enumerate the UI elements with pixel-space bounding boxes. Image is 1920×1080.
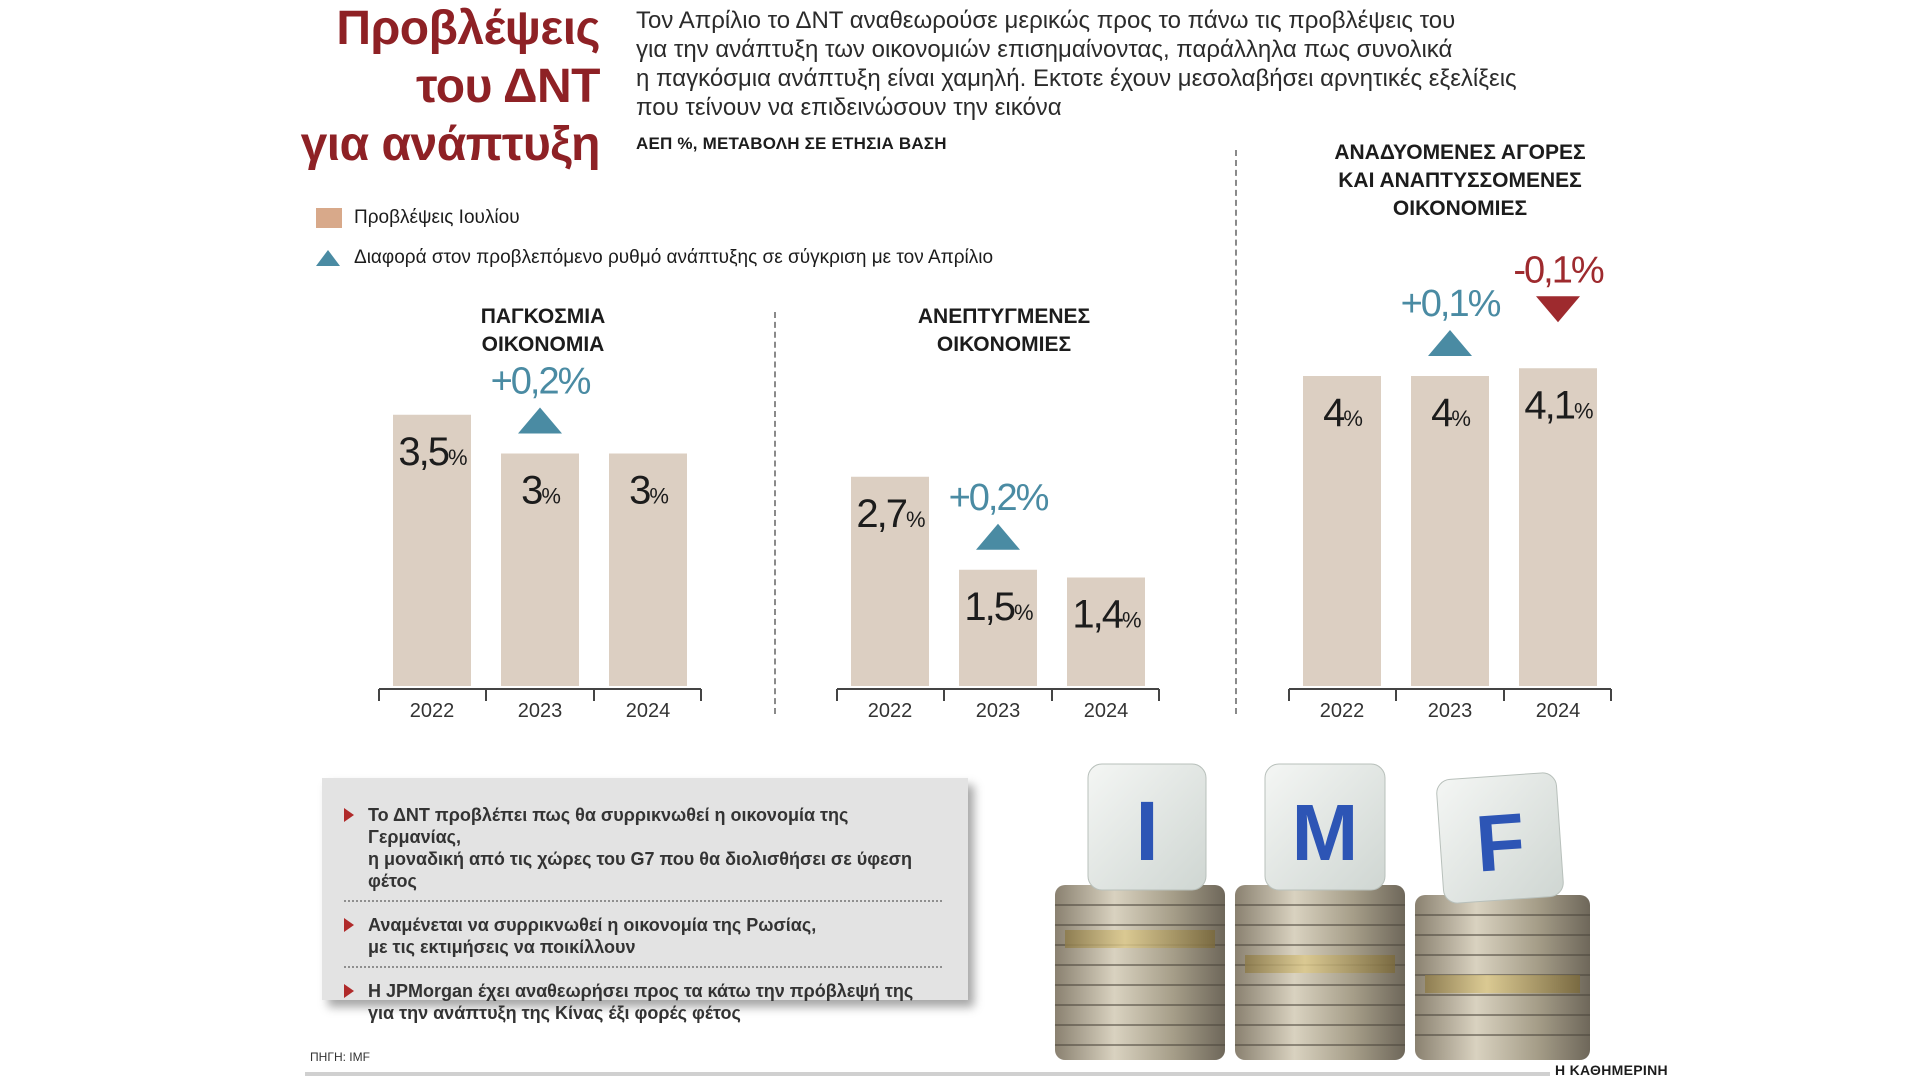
bar-value-unit: % — [1122, 608, 1141, 633]
legend-bar-swatch — [316, 208, 342, 228]
legend-arrow: Διαφορά στον προβλεπόμενο ρυθμό ανάπτυξη… — [316, 247, 993, 269]
bar-value-unit: % — [906, 507, 925, 532]
unit-label: ΑΕΠ %, ΜΕΤΑΒΟΛΗ ΣΕ ΕΤΗΣΙΑ ΒΑΣΗ — [636, 134, 947, 153]
panel-title-line: ΟΙΚΟΝΟΜΙΕΣ — [936, 333, 1072, 356]
x-tick-label: 2022 — [868, 700, 913, 722]
note-item: Αναμένεται να συρρικνωθεί η οικονομία τη… — [344, 900, 942, 966]
die-letter: F — [1473, 796, 1528, 888]
source-note: ΠΗΓΗ: IMF — [310, 1050, 370, 1064]
triangle-right-icon — [344, 918, 354, 932]
panel-divider — [774, 312, 776, 714]
panel-title-line: ΚΑΙ ΑΝΑΠΤΥΣΣΟΜΕΝΕΣ — [1338, 169, 1582, 192]
triangle-up-icon — [976, 523, 1020, 550]
triangle-up-icon — [1428, 330, 1472, 356]
x-tick-label: 2022 — [410, 700, 455, 722]
x-tick-label: 2024 — [1084, 700, 1129, 722]
panel-title-line: ΑΝΕΠΤΥΓΜΕΝΕΣ — [917, 305, 1091, 328]
x-tick-label: 2024 — [1536, 700, 1581, 722]
bar-value-unit: % — [448, 445, 467, 470]
bar-value-unit: % — [1014, 600, 1033, 625]
bar — [1519, 368, 1597, 686]
notes-box: Το ΔΝΤ προβλέπει πως θα συρρικνωθεί η οι… — [322, 778, 968, 1023]
legend-bars-label: Προβλέψεις Ιουλίου — [354, 207, 520, 228]
bar — [501, 453, 579, 686]
note-text: Η JPMorgan έχει αναθεωρήσει προς τα κάτω… — [368, 980, 913, 1024]
note-line: Το ΔΝΤ προβλέπει πως θα συρρικνωθεί η οι… — [368, 805, 849, 847]
x-tick-label: 2023 — [518, 700, 563, 722]
note-item: Το ΔΝΤ προβλέπει πως θα συρρικνωθεί η οι… — [344, 798, 942, 900]
note-line: για την ανάπτυξη της Κίνας έξι φορές φέτ… — [368, 1003, 741, 1023]
x-tick-label: 2023 — [1428, 700, 1473, 722]
title-line-1: Προβλέψεις — [336, 2, 600, 55]
bar-value-unit: % — [649, 484, 668, 509]
triangle-up-icon — [316, 250, 340, 266]
intro-text: Τον Απρίλιο το ΔΝΤ αναθεωρούσε μερικώς π… — [636, 6, 1536, 122]
bar — [1303, 376, 1381, 686]
panel-title-emerging: ΑΝΑΔΥΟΜΕΝΕΣ ΑΓΟΡΕΣ ΚΑΙ ΑΝΑΠΤΥΣΣΟΜΕΝΕΣ ΟΙ… — [1290, 139, 1630, 223]
bar — [851, 476, 929, 686]
note-line: Αναμένεται να συρρικνωθεί η οικονομία τη… — [368, 915, 817, 935]
change-label: -0,1% — [1513, 249, 1603, 291]
triangle-up-icon — [518, 407, 562, 434]
intro-line-1: Τον Απρίλιο το ΔΝΤ αναθεωρούσε μερικώς π… — [636, 7, 1456, 34]
legend-arrow-label: Διαφορά στον προβλεπόμενο ρυθμό ανάπτυξη… — [354, 247, 994, 268]
triangle-down-icon — [1536, 296, 1580, 323]
panel-title-developed: ΑΝΕΠΤΥΓΜΕΝΕΣ ΟΙΚΟΝΟΜΙΕΣ — [884, 303, 1124, 359]
panel-title-line: ΠΑΓΚΟΣΜΙΑ — [480, 305, 606, 328]
bar-value-unit: % — [1343, 406, 1362, 431]
x-tick-label: 2022 — [1320, 700, 1365, 722]
die-i: I — [1087, 763, 1207, 891]
bar-value-unit: % — [1451, 406, 1470, 431]
title-line-3: για ανάπτυξη — [300, 118, 601, 171]
note-text: Αναμένεται να συρρικνωθεί η οικονομία τη… — [368, 914, 816, 958]
triangle-right-icon — [344, 984, 354, 998]
panel-title-line: ΑΝΑΔΥΟΜΕΝΕΣ ΑΓΟΡΕΣ — [1334, 141, 1586, 164]
bar — [1411, 376, 1489, 686]
change-label: +0,1% — [1401, 283, 1501, 325]
title-line-2: του ΔΝΤ — [416, 60, 600, 113]
coin-stack-right — [1415, 895, 1590, 1060]
note-text: Το ΔΝΤ προβλέπει πως θα συρρικνωθεί η οι… — [368, 804, 942, 892]
intro-line-4: που τείνουν να επιδεινώσουν την εικόνα — [636, 94, 1062, 121]
change-label: +0,2% — [949, 477, 1049, 519]
bar-value-label: 4,1% — [1524, 383, 1593, 427]
change-label: +0,2% — [491, 361, 591, 403]
bar — [1067, 577, 1145, 686]
die-letter: M — [1292, 788, 1359, 877]
page-title: Προβλέψεις του ΔΝΤ για ανάπτυξη — [280, 0, 601, 174]
die-m: M — [1264, 763, 1386, 891]
note-line: με τις εκτιμήσεις να ποικίλλουν — [368, 937, 636, 957]
x-tick-label: 2024 — [626, 700, 671, 722]
bar-value-unit: % — [1574, 398, 1593, 423]
panel-title-global: ΠΑΓΚΟΣΜΙΑ ΟΙΚΟΝΟΜΙΑ — [442, 303, 644, 359]
note-line: Η JPMorgan έχει αναθεωρήσει προς τα κάτω… — [368, 981, 914, 1001]
bar — [959, 569, 1037, 686]
intro-line-3: η παγκόσμια ανάπτυξη είναι χαμηλή. Εκτοτ… — [636, 65, 1517, 92]
legend-bars: Προβλέψεις Ιουλίου — [316, 207, 520, 229]
x-tick-label: 2023 — [976, 700, 1021, 722]
die-f: F — [1436, 772, 1564, 904]
triangle-right-icon — [344, 808, 354, 822]
panel-title-line: ΟΙΚΟΝΟΜΙΕΣ — [1392, 197, 1528, 220]
coin-stack-left — [1055, 885, 1225, 1060]
bar — [609, 453, 687, 686]
die-letter: I — [1135, 784, 1158, 878]
bar — [393, 414, 471, 686]
brand-logo-text: Η ΚΑΘΗΜΕΡΙΝΗ — [1555, 1062, 1668, 1078]
footer-divider — [305, 1072, 1550, 1076]
panel-title-line: ΟΙΚΟΝΟΜΙΑ — [481, 333, 605, 356]
bar-value-unit: % — [541, 484, 560, 509]
note-item: Η JPMorgan έχει αναθεωρήσει προς τα κάτω… — [344, 966, 942, 1032]
coin-stack-middle — [1235, 885, 1405, 1060]
imf-coins-photo: I M F — [1055, 763, 1590, 1060]
intro-line-2: για την ανάπτυξη των οικονομιών επισημαί… — [636, 36, 1453, 63]
panel-divider — [1235, 150, 1237, 714]
note-line: η μοναδική από τις χώρες του G7 που θα δ… — [368, 849, 912, 891]
